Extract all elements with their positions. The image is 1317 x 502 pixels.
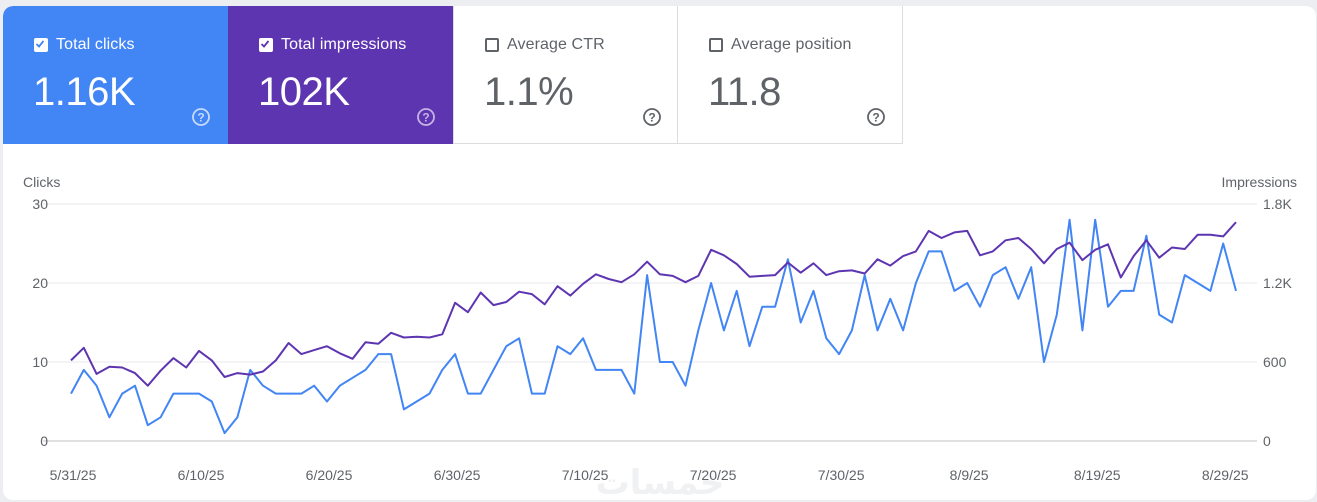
x-tick-label: 5/31/25 (50, 467, 97, 483)
total-impressions-card[interactable]: Total impressions 102K ? (228, 6, 453, 144)
left-tick-label: 10 (32, 354, 48, 370)
axis-ticks: 0 0 10 600 20 1.2K 30 1.8K 5/31/25 6/10/25 6/20/25… (32, 196, 1292, 483)
help-icon[interactable]: ? (416, 107, 436, 127)
help-icon[interactable]: ? (191, 107, 211, 127)
svg-text:?: ? (197, 111, 204, 125)
total-clicks-card[interactable]: Total clicks 1.16K ? (3, 6, 228, 144)
left-tick-label: 0 (40, 433, 48, 449)
total-clicks-checkbox[interactable] (34, 38, 48, 52)
clicks-series-line (70, 218, 1237, 435)
total-impressions-value: 102K (258, 70, 350, 114)
right-axis-title: Impressions (1222, 174, 1297, 190)
help-icon[interactable]: ? (866, 107, 886, 127)
average-ctr-card[interactable]: Average CTR 1.1% ? (453, 6, 678, 144)
left-axis-title: Clicks (23, 174, 60, 190)
performance-panel: Total clicks 1.16K ? Total impressions 1… (3, 6, 1316, 500)
x-tick-label: 6/30/25 (434, 467, 481, 483)
svg-text:?: ? (872, 111, 879, 125)
series-lines (70, 218, 1237, 435)
right-tick-label: 0 (1263, 433, 1271, 449)
chart-svg: خمسات 0 0 10 600 20 1.2K 30 1.8K 5/31/25 6/10/25 6… (23, 174, 1297, 500)
total-impressions-label: Total impressions (281, 36, 407, 53)
svg-text:?: ? (648, 111, 655, 125)
help-icon[interactable]: ? (642, 107, 662, 127)
x-tick-label: 8/9/25 (950, 467, 989, 483)
check-icon (35, 40, 45, 48)
svg-text:?: ? (422, 111, 429, 125)
left-tick-label: 30 (32, 196, 48, 212)
total-impressions-checkbox[interactable] (259, 38, 273, 52)
metric-cards: Total clicks 1.16K ? Total impressions 1… (3, 6, 903, 144)
average-position-label: Average position (731, 36, 852, 53)
watermark: خمسات (596, 464, 725, 500)
total-clicks-label: Total clicks (56, 36, 135, 53)
gridlines (43, 203, 1257, 442)
left-tick-label: 20 (32, 275, 48, 291)
right-tick-label: 600 (1263, 354, 1287, 370)
average-ctr-checkbox[interactable] (485, 38, 499, 52)
x-tick-label: 6/10/25 (178, 467, 225, 483)
right-tick-label: 1.8K (1263, 196, 1292, 212)
x-tick-label: 6/20/25 (306, 467, 353, 483)
performance-chart: خمسات 0 0 10 600 20 1.2K 30 1.8K 5/31/25 6/10/25 6… (3, 144, 1316, 500)
check-icon (260, 40, 270, 48)
average-ctr-value: 1.1% (484, 70, 574, 114)
x-tick-label: 7/20/25 (690, 467, 737, 483)
total-clicks-value: 1.16K (33, 70, 136, 114)
average-position-value: 11.8 (708, 70, 781, 114)
average-position-checkbox[interactable] (709, 38, 723, 52)
average-position-card[interactable]: Average position 11.8 ? (678, 6, 903, 144)
average-ctr-label: Average CTR (507, 36, 605, 53)
x-tick-label: 7/30/25 (818, 467, 865, 483)
right-tick-label: 1.2K (1263, 275, 1292, 291)
impressions-series-line (70, 221, 1237, 387)
x-tick-label: 7/10/25 (562, 467, 609, 483)
x-tick-label: 8/29/25 (1202, 467, 1249, 483)
x-tick-label: 8/19/25 (1074, 467, 1121, 483)
